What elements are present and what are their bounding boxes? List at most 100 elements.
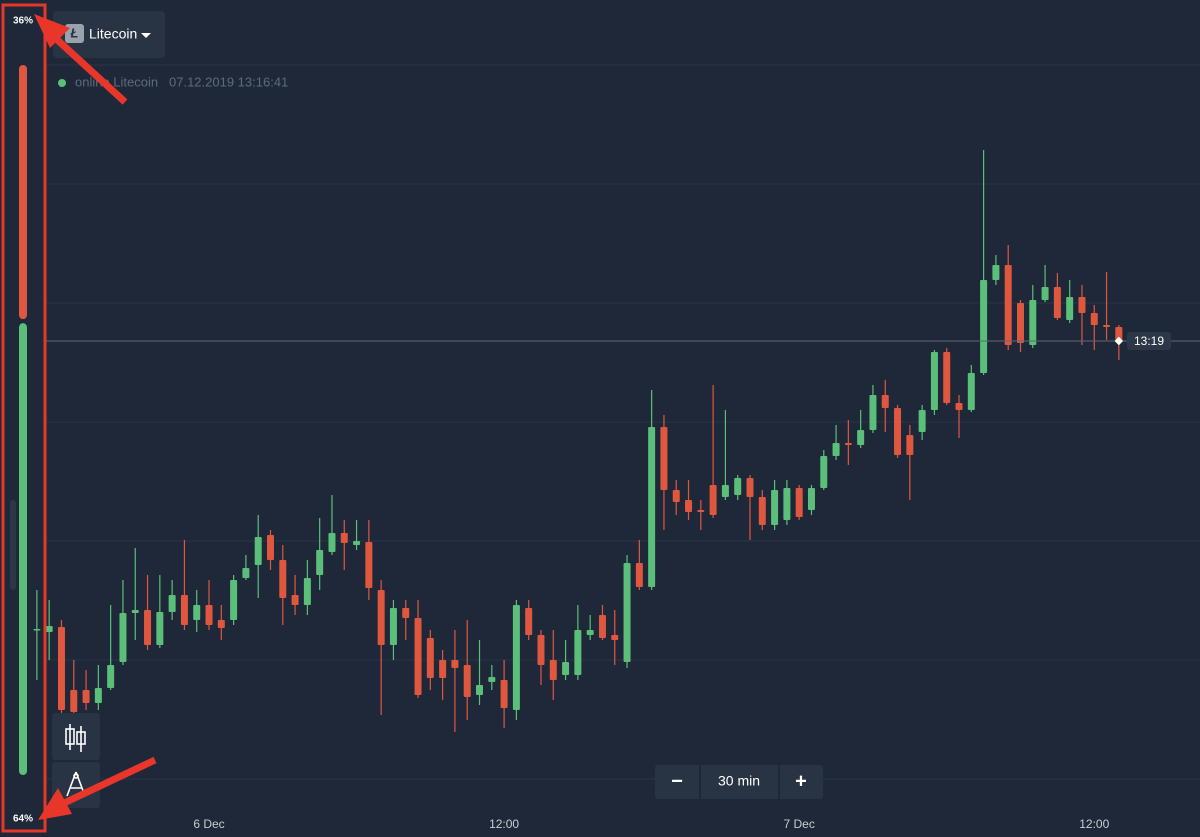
candle-body [426,638,434,678]
asset-selector[interactable] [53,11,165,58]
asset-name[interactable]: Litecoin [89,26,137,42]
candle-body [1029,300,1037,345]
x-tick-label: 12:00 [1079,817,1109,831]
candle-body [353,541,361,545]
candle-body [906,435,914,455]
time-label: 13:19 [1134,334,1164,348]
candle-body [1103,325,1111,327]
candle-body [144,610,152,645]
chart-type-icon [65,724,86,752]
candle-body [1053,287,1061,318]
candle-body [451,660,459,668]
candle-body [439,660,447,678]
asset-icon [65,24,84,43]
candle-body [119,613,127,662]
candle-body [857,430,865,445]
candle-body [549,660,557,680]
grid [45,64,1200,780]
buy-bar [19,323,27,775]
candle-body [1016,303,1024,343]
candle-body [242,568,250,578]
candle-body [230,580,238,620]
candle-body [1066,297,1074,320]
candle-body [697,510,705,512]
candle-body [685,500,693,512]
candle-body [57,627,65,710]
candle-body [266,535,274,560]
candle-body [795,488,803,517]
candle-body [967,373,975,410]
sentiment-bar: 36% 64% [13,16,33,825]
candle-body [377,590,385,645]
candle-body [832,443,840,456]
candle-body [918,410,926,432]
candle-body [771,490,779,525]
candle-body [389,608,397,645]
candle-body [992,265,1000,280]
x-axis: 6 Dec 12:00 7 Dec 12:00 [193,817,1109,831]
x-tick-label: 7 Dec [784,817,815,831]
candle-body [463,665,471,697]
x-tick-label: 12:00 [489,817,519,831]
candle-body [1115,327,1123,341]
candle-body [193,605,201,620]
annotation-arrowhead [38,788,72,820]
status-dot [58,79,66,87]
candle-body [758,497,766,525]
candle-body [476,685,484,695]
candle-body [131,610,139,613]
candles [33,150,1123,732]
candle-body [537,635,545,665]
asset-icon-glyph: Ł [70,25,79,40]
candle-body [734,478,742,495]
candle-body [611,635,619,640]
price-marker [1114,336,1124,346]
candle-body [586,630,594,635]
candle-body [746,478,754,497]
interval[interactable]: 30 min [718,773,760,789]
candle-body [82,690,90,703]
candle-body [512,605,520,710]
candle-body [672,490,680,502]
candle-body [254,537,262,565]
drawing-tools-button[interactable] [52,762,100,808]
candle-body [402,608,410,618]
candle-body [598,615,606,638]
candle-body [168,595,176,612]
candle-body [783,488,791,520]
candle-body [1078,297,1086,313]
buy-percent: 64% [13,814,33,825]
candle-body [1004,265,1012,345]
candle-body [217,620,225,628]
chart-type-button[interactable] [52,713,100,760]
zoom-in[interactable]: + [795,770,807,792]
candle-body [807,488,815,510]
candle-body [955,403,963,410]
candle-body [1090,313,1098,325]
candle-body [488,677,496,682]
current-price: 13:19 [45,332,1200,350]
candle-body [340,533,348,543]
sell-percent: 36% [13,16,33,27]
candle-body [328,533,336,552]
candle-body [623,563,631,662]
candle-body [930,352,938,410]
candle-body [574,630,582,675]
candle-body [291,595,299,605]
zoom-out[interactable]: − [671,770,683,792]
status-text: online Litecoin [75,74,158,89]
candle-body [562,662,570,675]
candle-body [1041,287,1049,300]
candle-body [721,485,729,497]
scrollbar [10,500,16,590]
candle-body [525,608,533,635]
annotation-arrow [49,32,128,105]
candle-body [648,427,656,587]
candle-body [205,605,213,625]
x-tick-label: 6 Dec [193,817,224,831]
candle-body [660,427,668,490]
candle-body [45,626,53,632]
